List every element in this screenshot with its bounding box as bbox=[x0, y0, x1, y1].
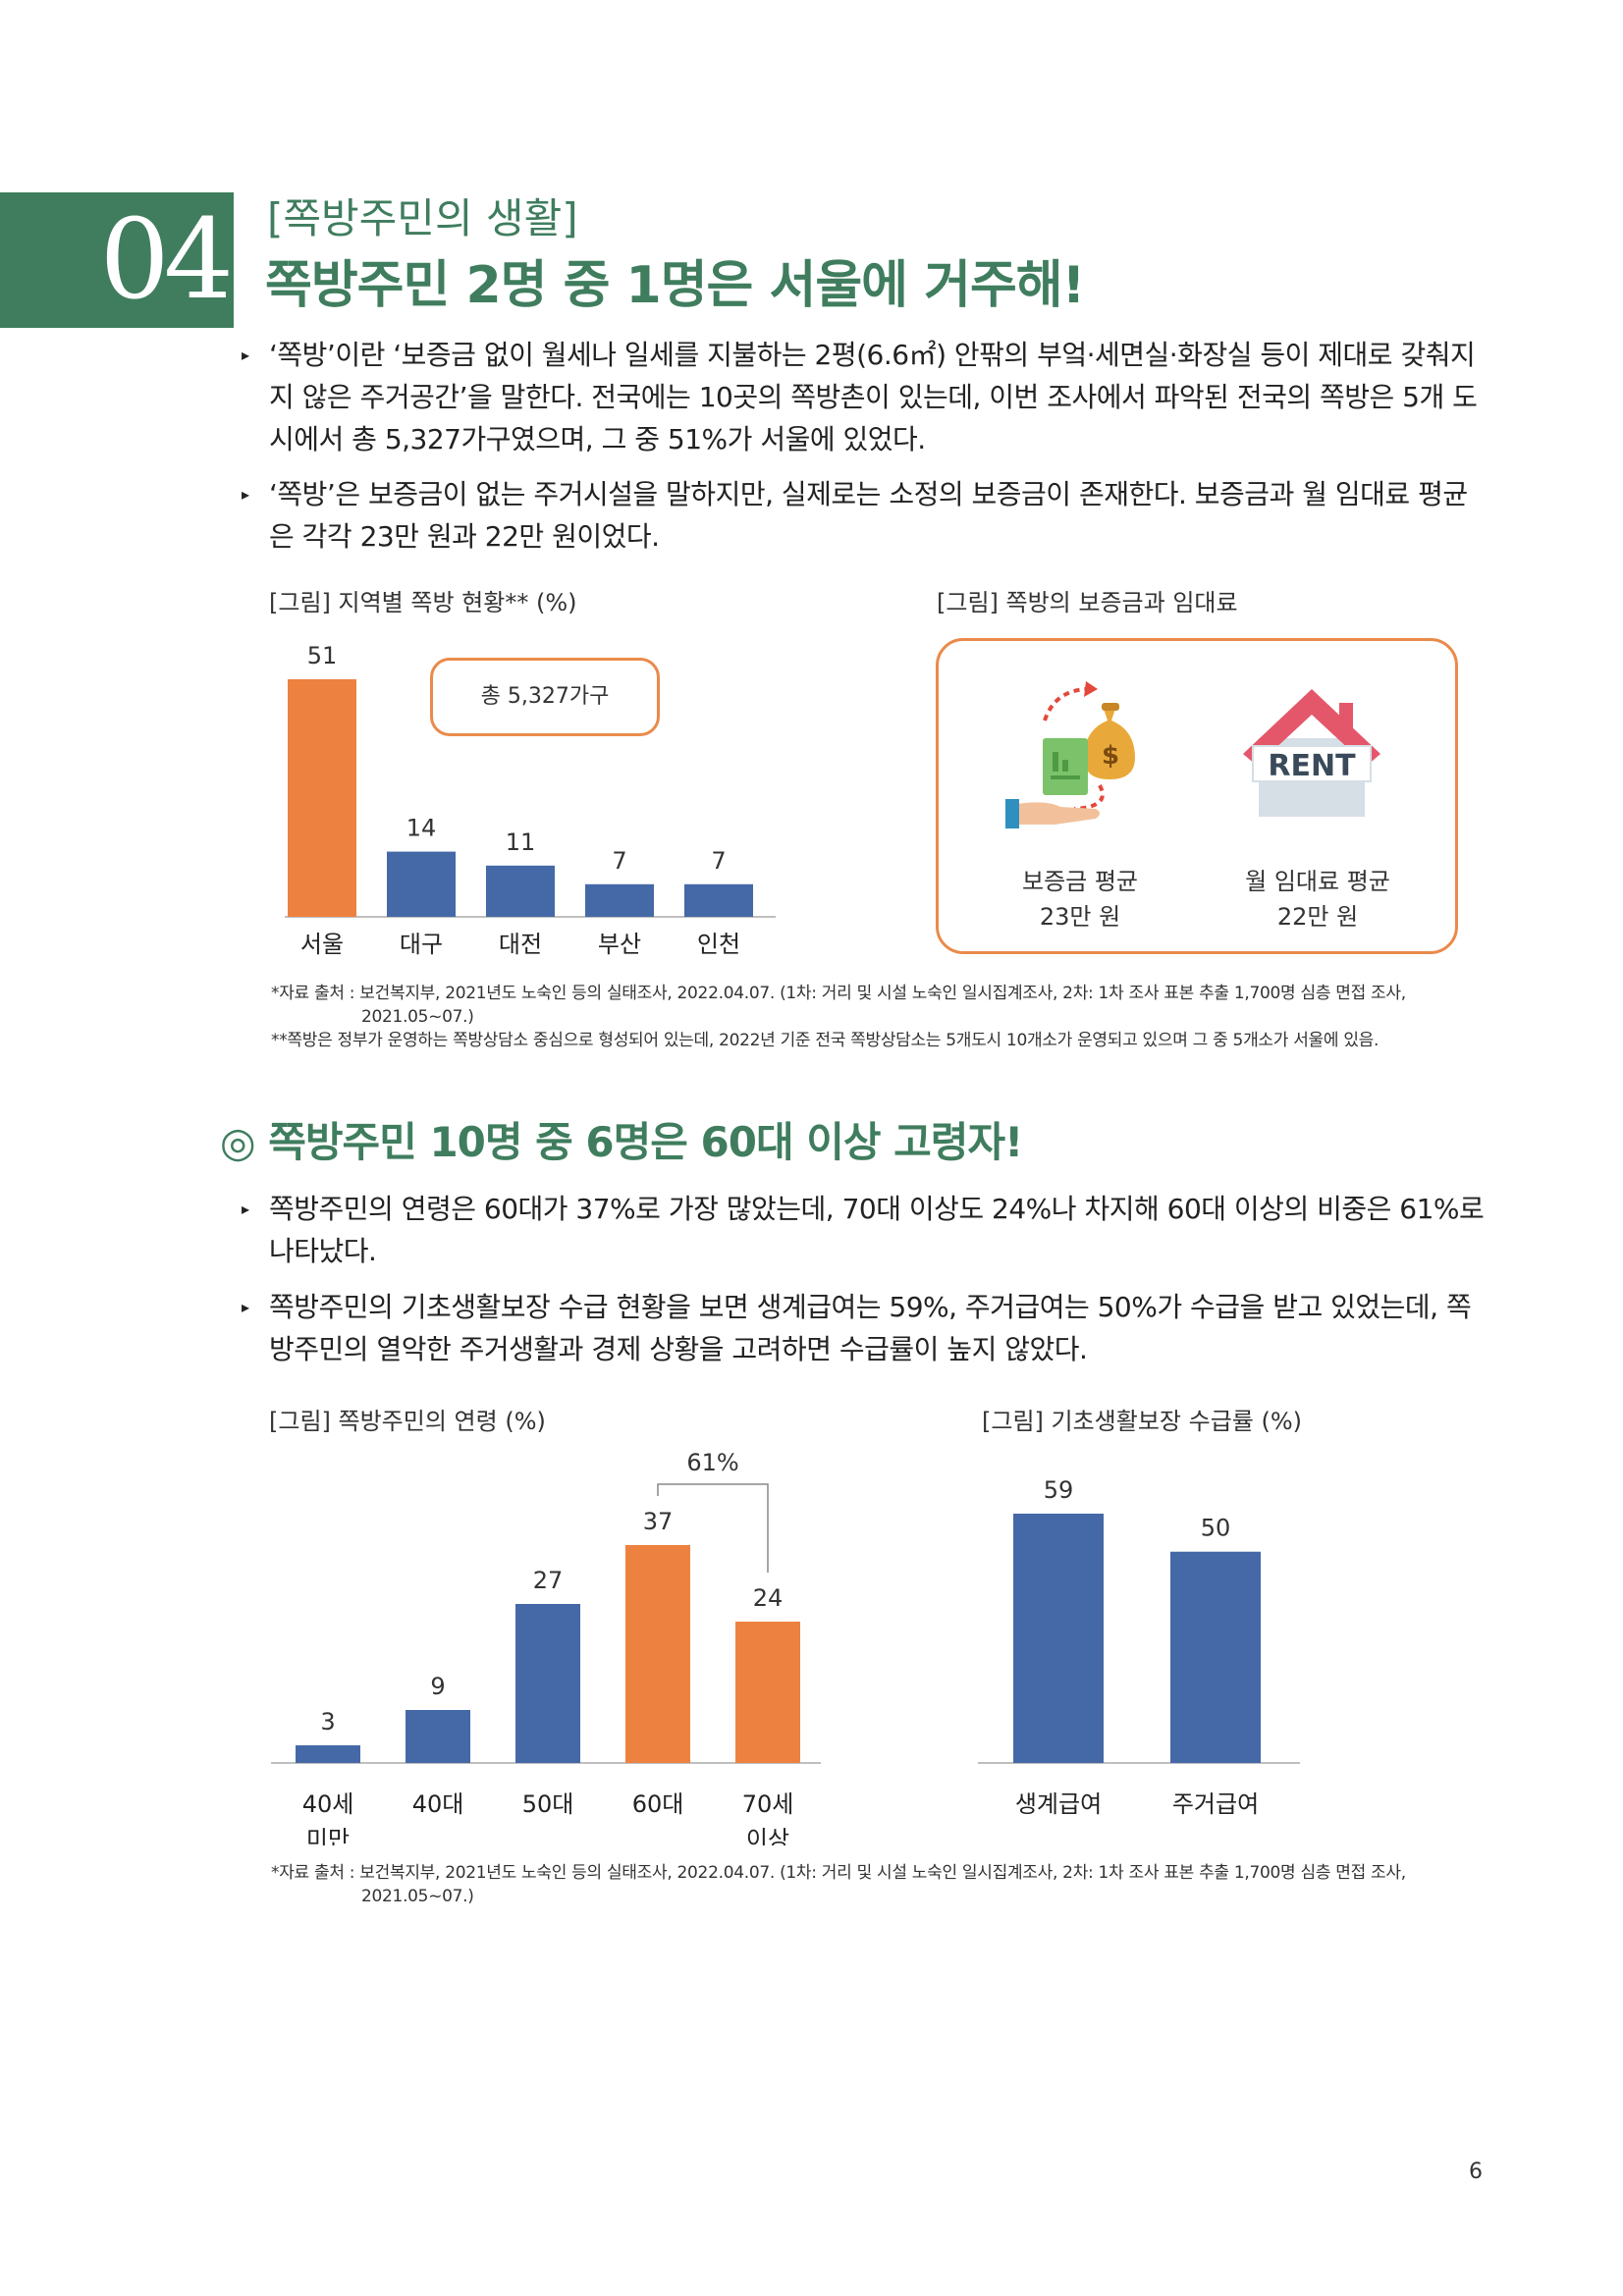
category-label: 서울 bbox=[300, 931, 344, 958]
bar-value-label: 7 bbox=[612, 847, 626, 875]
source-note: *자료 출처 : 보건복지부, 2021년도 노숙인 등의 실태조사, 2022… bbox=[271, 1861, 1488, 1908]
bar bbox=[735, 1622, 800, 1763]
section-number-block bbox=[0, 192, 234, 328]
benefit-bar-chart: 59 생계급여 50 주거급여 bbox=[978, 1476, 1300, 1818]
category-label: 주거급여 bbox=[1172, 1790, 1259, 1818]
bar bbox=[288, 679, 356, 917]
bullet-item: ▸ 쪽방주민의 기초생활보장 수급 현황을 보면 생계급여는 59%, 주거급여… bbox=[242, 1286, 1488, 1370]
subsection-heading: ◎ 쪽방주민 10명 중 6명은 60대 이상 고령자! bbox=[220, 1118, 1023, 1166]
rent-house-icon: RENT bbox=[1243, 689, 1380, 817]
bar bbox=[406, 1710, 470, 1763]
bar bbox=[515, 1604, 580, 1763]
rent-label: 월 임대료 평균 bbox=[1245, 868, 1390, 895]
bar bbox=[1170, 1551, 1261, 1763]
bullet-item: ▸ ‘쪽방’이란 ‘보증금 없이 월세나 일세를 지불하는 2평(6.6㎡) 안… bbox=[242, 334, 1488, 460]
bar bbox=[1013, 1514, 1104, 1763]
source-note: *자료 출처 : 보건복지부, 2021년도 노숙인 등의 실태조사, 2022… bbox=[271, 982, 1488, 1052]
bullet-text: ‘쪽방’은 보증금이 없는 주거시설을 말하지만, 실제로는 소정의 보증금이 … bbox=[269, 478, 1468, 553]
category-label: 40세 bbox=[302, 1790, 354, 1818]
category-label: 이상 bbox=[746, 1826, 789, 1845]
bullet-mark: ▸ bbox=[242, 346, 249, 364]
bar-value-label: 59 bbox=[1044, 1476, 1074, 1504]
bar-value-label: 14 bbox=[406, 815, 437, 842]
rent-sign: RENT bbox=[1268, 749, 1356, 783]
bar bbox=[296, 1745, 360, 1763]
bullet-text: 쪽방주민의 기초생활보장 수급 현황을 보면 생계급여는 59%, 주거급여는 … bbox=[269, 1291, 1472, 1365]
bar-value-label: 37 bbox=[643, 1508, 674, 1535]
category-label: 70세 bbox=[742, 1790, 794, 1818]
category-label: 생계급여 bbox=[1015, 1790, 1102, 1818]
figure-caption: [그림] 쪽방의 보증금과 임대료 bbox=[937, 589, 1238, 616]
source-line: *자료 출처 : 보건복지부, 2021년도 노숙인 등의 실태조사, 2022… bbox=[271, 984, 1406, 1003]
deposit-rent-box bbox=[936, 638, 1458, 954]
category-label: 60대 bbox=[632, 1790, 684, 1818]
bar bbox=[684, 883, 753, 917]
bracket-line bbox=[657, 1483, 769, 1573]
source-line: *자료 출처 : 보건복지부, 2021년도 노숙인 등의 실태조사, 2022… bbox=[271, 1863, 1406, 1883]
section-number: 04 bbox=[99, 196, 234, 324]
total-households-box: 총 5,327가구 bbox=[430, 658, 660, 736]
bar-value-label: 27 bbox=[533, 1567, 564, 1594]
category-label: 부산 bbox=[598, 931, 641, 958]
bar bbox=[625, 1545, 690, 1763]
dollar-sign: $ bbox=[1102, 741, 1119, 771]
rent-average: 월 임대료 평균 22만 원 bbox=[1210, 864, 1426, 934]
bullet-mark: ▸ bbox=[242, 485, 249, 504]
bullet-item: ▸ ‘쪽방’은 보증금이 없는 주거시설을 말하지만, 실제로는 소정의 보증금… bbox=[242, 473, 1488, 558]
bullet-item: ▸ 쪽방주민의 연령은 60대가 37%로 가장 많았는데, 70대 이상도 2… bbox=[242, 1188, 1488, 1272]
bar-value-label: 50 bbox=[1201, 1515, 1231, 1542]
figure-caption: [그림] 기초생활보장 수급률 (%) bbox=[982, 1408, 1303, 1435]
bullet-text: 쪽방주민의 연령은 60대가 37%로 가장 많았는데, 70대 이상도 24%… bbox=[269, 1193, 1485, 1267]
bar-value-label: 3 bbox=[320, 1708, 335, 1735]
category-label: 미만 bbox=[306, 1826, 350, 1845]
bar bbox=[585, 883, 654, 917]
source-line: 2021.05~07.) bbox=[361, 1007, 474, 1027]
deposit-value: 23만 원 bbox=[1039, 903, 1121, 931]
figure-caption: [그림] 지역별 쪽방 현황** (%) bbox=[269, 589, 577, 616]
bar-value-label: 7 bbox=[711, 847, 726, 875]
section-title: 쪽방주민 2명 중 1명은 서울에 거주해! bbox=[265, 256, 1085, 315]
bar bbox=[486, 865, 555, 917]
deposit-label: 보증금 평균 bbox=[1021, 868, 1139, 895]
bullet-mark: ▸ bbox=[242, 1298, 249, 1316]
source-footnote: **쪽방은 정부가 운영하는 쪽방상담소 중심으로 형성되어 있는데, 2022… bbox=[271, 1031, 1380, 1050]
figure-caption: [그림] 쪽방주민의 연령 (%) bbox=[269, 1408, 546, 1435]
page-number: 6 bbox=[1469, 2160, 1483, 2184]
bar bbox=[387, 851, 456, 917]
bar-value-label: 24 bbox=[753, 1584, 784, 1612]
bullet-text: ‘쪽방’이란 ‘보증금 없이 월세나 일세를 지불하는 2평(6.6㎡) 안팎의… bbox=[269, 339, 1478, 455]
category-label: 50대 bbox=[522, 1790, 574, 1818]
category-label: 40대 bbox=[412, 1790, 464, 1818]
rent-value: 22만 원 bbox=[1276, 903, 1359, 931]
bullet-mark: ▸ bbox=[242, 1200, 249, 1218]
bar-value-label: 51 bbox=[307, 642, 338, 669]
source-line: 2021.05~07.) bbox=[361, 1887, 474, 1906]
bar-value-label: 9 bbox=[430, 1673, 445, 1700]
section-subtitle: [쪽방주민의 생활] bbox=[267, 194, 578, 242]
region-bar-chart: 51 서울 14 대구 11 대전 7 부산 7 인천 bbox=[285, 642, 776, 958]
money-hand-icon: $ bbox=[1005, 681, 1135, 828]
deposit-average: 보증금 평균 23만 원 bbox=[972, 864, 1188, 934]
category-label: 대구 bbox=[400, 931, 443, 958]
category-label: 대전 bbox=[499, 931, 542, 958]
bar-value-label: 11 bbox=[506, 828, 536, 856]
bracket-label: 61% bbox=[686, 1449, 738, 1476]
category-label: 인천 bbox=[697, 931, 740, 958]
